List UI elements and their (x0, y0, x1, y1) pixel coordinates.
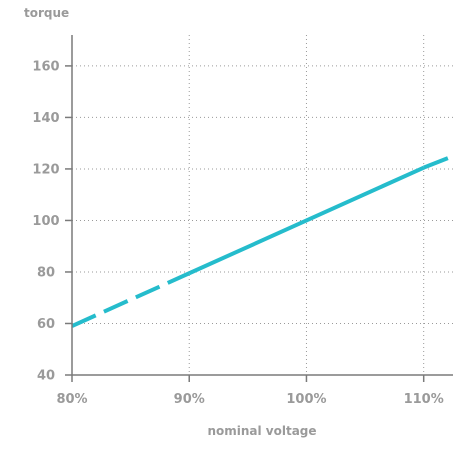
y-tick-label: 120 (32, 162, 59, 177)
series-layer (71, 154, 454, 328)
x-ticks: 80% 90% 100% 110% (56, 375, 444, 407)
y-axis-title: torque (24, 6, 69, 20)
x-axis-title: nominal voltage (207, 424, 316, 438)
y-tick-label: 140 (32, 111, 59, 126)
x-tick-label: 110% (404, 392, 444, 407)
y-tick-label: 80 (37, 265, 55, 280)
series-line-dashed-low (71, 271, 191, 328)
y-tick-label: 100 (32, 214, 59, 229)
x-tick-label: 100% (286, 392, 326, 407)
y-tick-label: 160 (32, 59, 59, 74)
series-line-solid (188, 165, 425, 276)
x-tick-label: 90% (174, 392, 205, 407)
y-ticks: 40 60 80 100 120 140 160 (32, 59, 72, 384)
series-line-dashed-high (422, 154, 454, 170)
y-tick-label: 40 (37, 369, 55, 384)
y-tick-label: 60 (37, 317, 55, 332)
x-tick-label: 80% (56, 392, 87, 407)
grid (72, 35, 453, 375)
